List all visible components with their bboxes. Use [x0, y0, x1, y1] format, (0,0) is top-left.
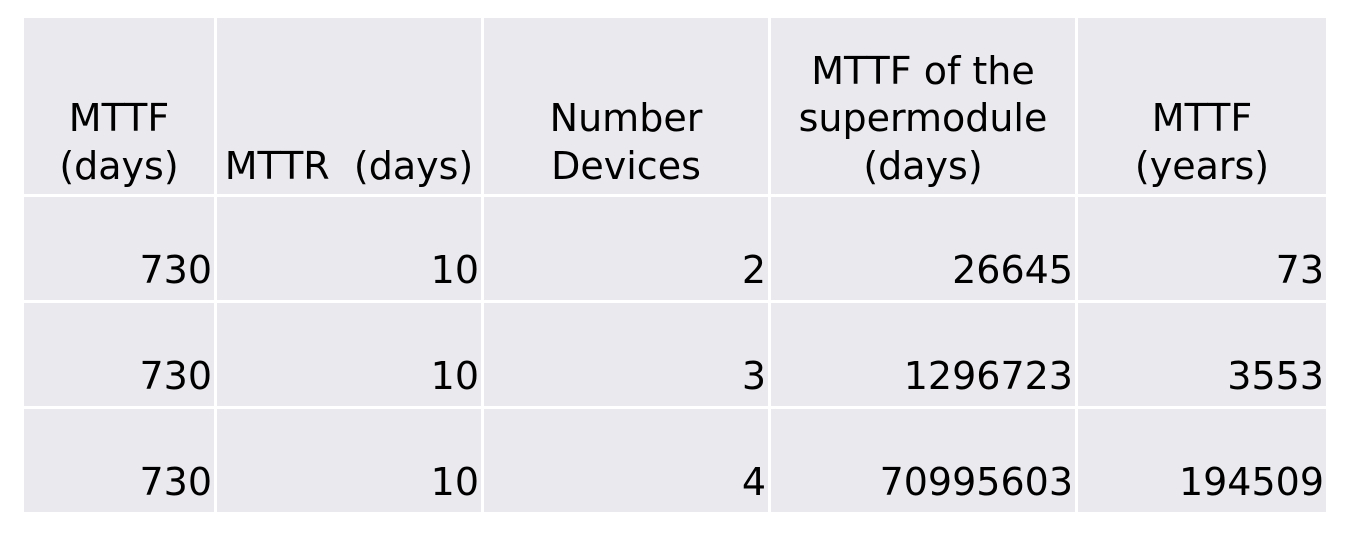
table-cell: 26645	[771, 197, 1075, 300]
cell-value: 1296723	[903, 353, 1073, 398]
cell-value: 2	[741, 247, 766, 292]
cell-value: 26645	[952, 247, 1073, 292]
table-cell: 730	[24, 409, 214, 512]
cell-value: 4	[741, 459, 766, 504]
header-label: MTTF (years)	[1134, 96, 1270, 188]
table-cell: 10	[217, 409, 481, 512]
table-cell: 2	[484, 197, 768, 300]
table-cell: 73	[1078, 197, 1326, 300]
header-label: MTTR (days)	[224, 143, 474, 188]
cell-value: 10	[430, 459, 479, 504]
cell-value: 730	[139, 247, 212, 292]
table-cell: 3	[484, 303, 768, 406]
header-mttf-days: MTTF (days)	[24, 18, 214, 194]
table-cell: 4	[484, 409, 768, 512]
header-label: MTTF (days)	[59, 96, 179, 188]
cell-value: 10	[430, 353, 479, 398]
cell-value: 3553	[1227, 353, 1324, 398]
cell-value: 10	[430, 247, 479, 292]
header-mttr-days: MTTR (days)	[217, 18, 481, 194]
cell-value: 73	[1275, 247, 1324, 292]
mttf-table: MTTF (days) MTTR (days) Number Devices M…	[24, 18, 1326, 512]
header-label: MTTF of the supermodule (days)	[798, 48, 1048, 188]
cell-value: 3	[741, 353, 766, 398]
table-cell: 10	[217, 197, 481, 300]
table-cell: 3553	[1078, 303, 1326, 406]
header-label: Number Devices	[549, 96, 703, 188]
table-cell: 1296723	[771, 303, 1075, 406]
table-cell: 10	[217, 303, 481, 406]
cell-value: 730	[139, 459, 212, 504]
header-mttf-years: MTTF (years)	[1078, 18, 1326, 194]
table-cell: 194509	[1078, 409, 1326, 512]
cell-value: 730	[139, 353, 212, 398]
cell-value: 194509	[1178, 459, 1324, 504]
table-cell: 70995603	[771, 409, 1075, 512]
header-number-devices: Number Devices	[484, 18, 768, 194]
table-cell: 730	[24, 197, 214, 300]
cell-value: 70995603	[879, 459, 1073, 504]
header-mttf-supermodule-days: MTTF of the supermodule (days)	[771, 18, 1075, 194]
table-cell: 730	[24, 303, 214, 406]
